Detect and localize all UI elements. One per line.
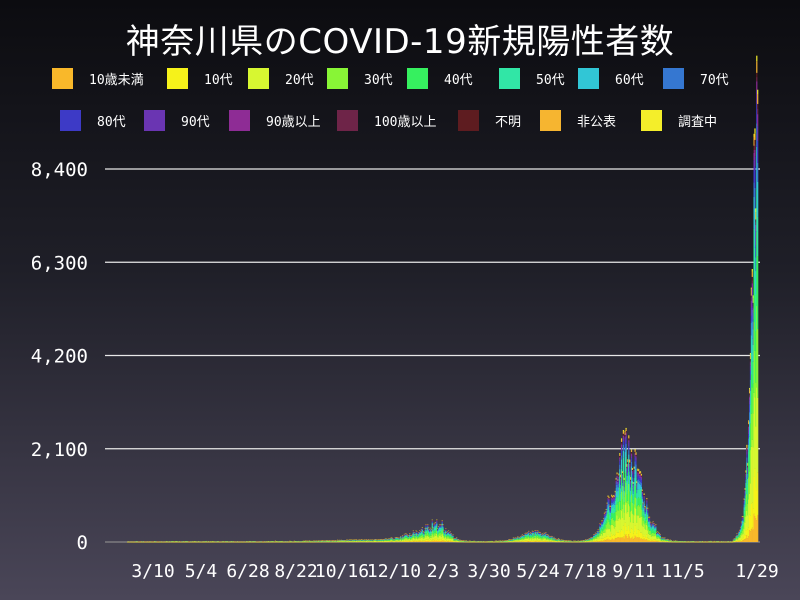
legend-swatch bbox=[248, 67, 269, 89]
bar-segment bbox=[361, 541, 363, 542]
bar-segment bbox=[416, 533, 418, 534]
x-tick-label: 7/18 bbox=[563, 561, 606, 582]
legend-item: 100歳以上 bbox=[337, 109, 436, 131]
legend-item: 40代 bbox=[407, 67, 473, 89]
legend-swatch bbox=[327, 67, 348, 89]
legend-item: 10歳未満 bbox=[52, 67, 144, 89]
legend-swatch bbox=[167, 67, 188, 89]
x-tick-label: 11/5 bbox=[661, 561, 704, 582]
bar-segment bbox=[421, 529, 423, 532]
bar-segment bbox=[371, 541, 373, 542]
legend-label: 非公表 bbox=[577, 114, 617, 130]
bar-segment bbox=[365, 540, 368, 542]
x-tick-label: 9/11 bbox=[612, 561, 655, 582]
x-tick-label: 2/3 bbox=[427, 561, 460, 582]
x-tick-label: 5/24 bbox=[516, 561, 559, 582]
legend-swatch bbox=[60, 109, 81, 131]
legend-label: 60代 bbox=[615, 72, 644, 88]
bar-segment bbox=[373, 540, 376, 542]
legend-swatch bbox=[144, 109, 165, 131]
legend-item: 50代 bbox=[499, 67, 565, 89]
legend-label: 90歳以上 bbox=[266, 114, 321, 130]
legend-item: 70代 bbox=[663, 67, 729, 89]
x-tick-label: 8/22 bbox=[274, 561, 317, 582]
legend-swatch bbox=[540, 109, 561, 131]
chart-title: 神奈川県のCOVID-19新規陽性者数 bbox=[125, 22, 675, 62]
bar-segment bbox=[374, 540, 377, 542]
y-tick-label: 2,100 bbox=[31, 439, 88, 461]
y-tick-label: 0 bbox=[77, 532, 88, 554]
legend-item: 非公表 bbox=[540, 109, 616, 131]
legend-label: 70代 bbox=[700, 72, 729, 88]
legend-item: 80代 bbox=[60, 109, 126, 131]
legend-swatch bbox=[407, 67, 428, 89]
legend-label: 10代 bbox=[204, 72, 233, 88]
legend: 10歳未満 10代 20代 30代 40代 50代 60代 70代 80代 90代 90歳以上 100… bbox=[0, 0, 800, 140]
legend-swatch bbox=[458, 109, 479, 131]
legend-item: 調査中 bbox=[641, 109, 717, 131]
legend-label: 調査中 bbox=[678, 114, 718, 130]
legend-item: 20代 bbox=[248, 67, 314, 89]
legend-item: 30代 bbox=[327, 67, 393, 89]
bar-segment bbox=[421, 528, 423, 530]
legend-label: 50代 bbox=[536, 72, 565, 88]
legend-item: 60代 bbox=[578, 67, 644, 89]
x-tick-label: 10/16 bbox=[315, 561, 369, 582]
legend-label: 10歳未満 bbox=[89, 72, 144, 88]
legend-label: 80代 bbox=[97, 114, 126, 130]
x-tick-label: 6/28 bbox=[226, 561, 269, 582]
legend-swatch bbox=[52, 67, 73, 89]
legend-swatch bbox=[229, 109, 250, 131]
y-tick-label: 8,400 bbox=[31, 159, 88, 181]
legend-label: 30代 bbox=[364, 72, 393, 88]
legend-swatch bbox=[337, 109, 358, 131]
x-tick-label: 3/30 bbox=[467, 561, 510, 582]
legend-label: 20代 bbox=[285, 72, 314, 88]
legend-swatch bbox=[499, 67, 520, 89]
y-tick-label: 6,300 bbox=[31, 252, 88, 274]
legend-item: 10代 bbox=[167, 67, 233, 89]
legend-swatch bbox=[578, 67, 599, 89]
legend-swatch bbox=[663, 67, 684, 89]
bar-segment bbox=[421, 529, 423, 530]
x-tick-label: 3/10 bbox=[131, 561, 174, 582]
y-tick-label: 4,200 bbox=[31, 346, 88, 368]
legend-label: 90代 bbox=[181, 114, 210, 130]
bar-segment bbox=[348, 541, 350, 542]
x-tick-label: 5/4 bbox=[185, 561, 218, 582]
legend-swatch bbox=[641, 109, 662, 131]
legend-item: 90代 bbox=[144, 109, 210, 131]
x-tick-label: 12/10 bbox=[367, 561, 421, 582]
x-tick-label: 1/29 bbox=[735, 561, 778, 582]
legend-item: 90歳以上 bbox=[229, 109, 321, 131]
legend-label: 40代 bbox=[444, 72, 473, 88]
legend-item: 不明 bbox=[458, 109, 521, 131]
bar-segment bbox=[358, 541, 360, 542]
legend-label: 不明 bbox=[495, 114, 522, 130]
legend-label: 100歳以上 bbox=[374, 114, 437, 130]
bar-segment bbox=[355, 541, 358, 542]
